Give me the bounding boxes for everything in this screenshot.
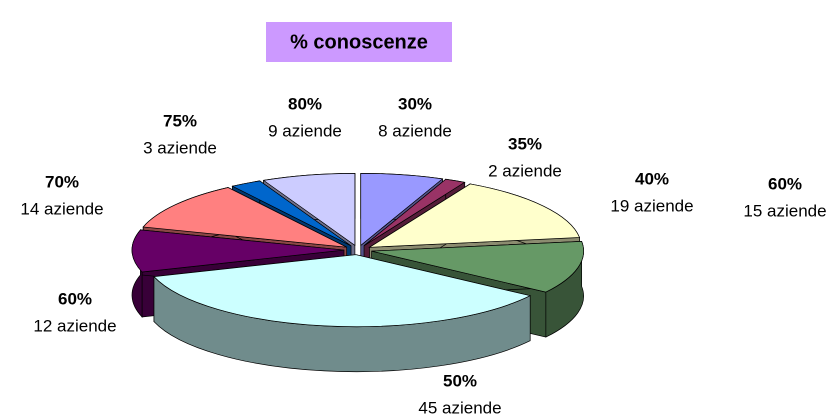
value-label: 3 aziende bbox=[143, 138, 217, 157]
value-label: 2 aziende bbox=[488, 161, 562, 180]
category-label: 60% bbox=[768, 174, 802, 193]
slice-top bbox=[231, 180, 352, 247]
value-label: 15 aziende bbox=[743, 201, 826, 220]
category-label: 35% bbox=[508, 134, 542, 153]
category-label: 70% bbox=[45, 172, 79, 191]
value-label: 9 aziende bbox=[268, 121, 342, 140]
category-label: 60% bbox=[58, 289, 92, 308]
value-label: 19 aziende bbox=[610, 196, 693, 215]
category-label: 30% bbox=[398, 94, 432, 113]
slice-top bbox=[131, 229, 345, 273]
slice-top bbox=[368, 183, 581, 248]
title-background bbox=[266, 22, 452, 62]
slice-top bbox=[142, 187, 347, 248]
value-label: 12 aziende bbox=[33, 316, 116, 335]
slice-top bbox=[153, 254, 532, 328]
slice-top bbox=[262, 173, 356, 247]
value-label: 45 aziende bbox=[418, 398, 501, 415]
labels: 30% 8 aziende 35% 2 aziende 40% 19 aziende 60%… bbox=[20, 94, 826, 415]
value-label: 14 aziende bbox=[20, 199, 103, 218]
pie bbox=[131, 172, 584, 373]
category-label: 80% bbox=[288, 94, 322, 113]
category-label: 75% bbox=[163, 111, 197, 130]
slice bbox=[153, 254, 532, 373]
slice-top bbox=[360, 172, 444, 247]
slice-top bbox=[363, 178, 466, 247]
slice-top bbox=[371, 240, 584, 293]
category-label: 40% bbox=[635, 169, 669, 188]
category-label: 50% bbox=[443, 371, 477, 390]
chart-title: % conoscenze bbox=[290, 31, 428, 53]
value-label: 8 aziende bbox=[378, 121, 452, 140]
